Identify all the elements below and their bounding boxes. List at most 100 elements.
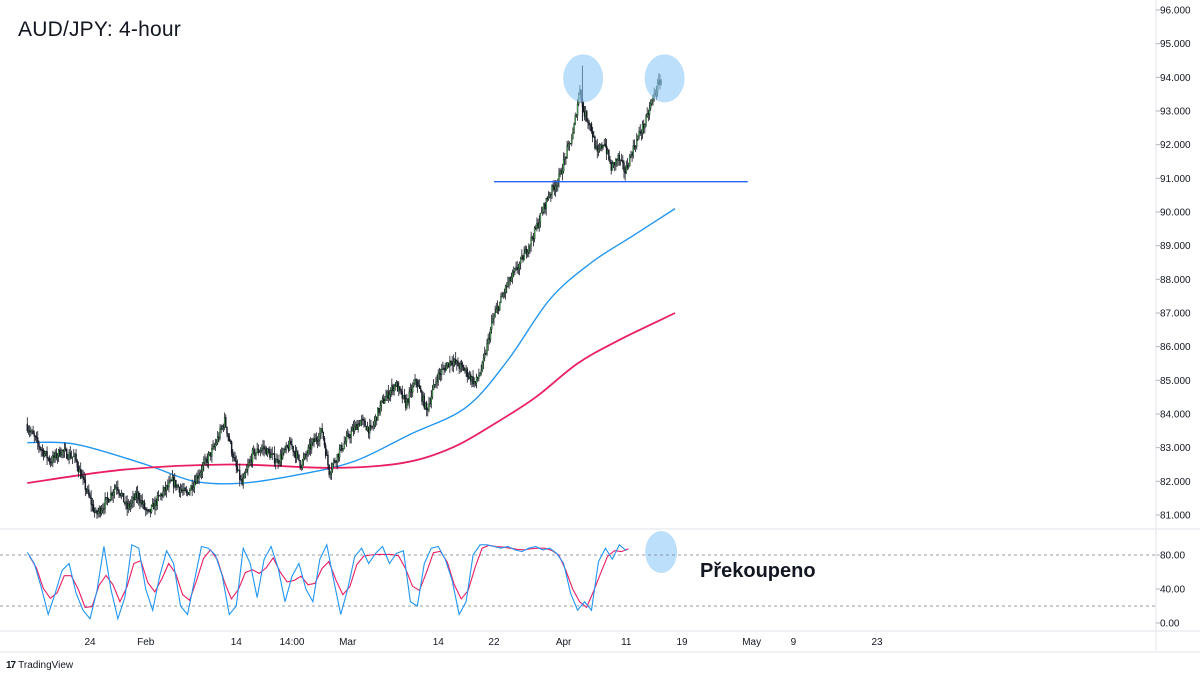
candle-body — [437, 372, 439, 382]
candle-body — [186, 492, 189, 494]
candle-body — [421, 391, 423, 402]
candle-body — [247, 465, 249, 470]
candle-body — [431, 389, 434, 398]
candle-body — [475, 376, 478, 384]
candle-body — [96, 510, 98, 515]
candle-body — [287, 446, 290, 451]
candle-body — [443, 367, 445, 370]
time-tick-label: Mar — [339, 637, 357, 648]
tradingview-brand[interactable]: 17 TradingView — [6, 660, 73, 671]
candle-body — [198, 475, 200, 479]
candle-body — [485, 353, 487, 355]
candle-body — [558, 173, 560, 182]
candle-body — [480, 370, 482, 374]
candle-body — [27, 430, 30, 432]
price-tick-label: 87.000 — [1160, 309, 1191, 320]
candle-body — [128, 503, 131, 507]
candle-body — [532, 238, 535, 240]
candle-body — [559, 170, 561, 175]
candle-body — [232, 453, 234, 458]
candle-body — [38, 442, 40, 448]
candle-body — [286, 445, 289, 448]
price-tick-label: 82.000 — [1160, 477, 1191, 488]
candle-body — [481, 362, 484, 371]
candle-body — [371, 426, 373, 428]
candle-body — [259, 450, 262, 452]
candle-body — [589, 123, 592, 126]
candle-body — [494, 312, 496, 317]
candle-body — [69, 452, 71, 459]
candle-body — [639, 131, 641, 134]
candle-body — [84, 479, 87, 490]
candle-body — [273, 453, 276, 464]
candle-body — [225, 417, 227, 428]
candle-body — [172, 476, 175, 487]
candle-body — [175, 479, 177, 488]
candle-body — [227, 433, 229, 437]
candle-body — [47, 457, 49, 459]
candle-body — [281, 452, 284, 459]
candle-body — [625, 164, 628, 174]
candle-body — [251, 449, 254, 463]
candle-body — [530, 236, 532, 245]
candle-body — [611, 163, 614, 171]
time-tick-label: 11 — [621, 637, 632, 648]
candle-body — [336, 453, 338, 463]
candle-body — [536, 223, 538, 229]
candle-body — [542, 211, 544, 214]
candle-body — [214, 444, 217, 448]
time-tick-label: 22 — [488, 637, 500, 648]
candle-body — [77, 466, 80, 473]
candle-body — [313, 438, 315, 443]
candle-body — [136, 492, 139, 498]
candle-body — [374, 416, 377, 422]
candle-body — [37, 437, 39, 444]
candle-body — [457, 360, 459, 367]
candle-body — [586, 111, 588, 122]
candle-body — [490, 321, 493, 330]
candle-body — [184, 488, 186, 491]
candle-body — [322, 431, 325, 439]
candle-body — [278, 462, 280, 464]
candle-body — [386, 391, 388, 397]
candle-body — [329, 473, 331, 475]
candle-body — [460, 363, 463, 366]
candle-body — [119, 493, 121, 496]
candle-body — [365, 426, 367, 431]
candle-body — [105, 497, 107, 500]
candle-body — [511, 272, 514, 279]
candle-body — [493, 315, 495, 320]
candle-body — [479, 373, 481, 376]
candle-body — [205, 458, 207, 460]
candle-body — [539, 213, 542, 223]
candle-body — [111, 492, 113, 496]
candle-body — [407, 398, 409, 403]
candle-body — [444, 368, 446, 371]
candle-body — [244, 472, 247, 474]
candle-body — [155, 500, 157, 506]
candle-body — [450, 360, 452, 364]
candle-body — [256, 448, 258, 453]
candle-body — [537, 223, 539, 228]
candle-body — [104, 498, 106, 509]
candle-body — [651, 99, 653, 105]
candle-body — [170, 480, 172, 482]
candle-body — [66, 449, 68, 459]
candle-body — [385, 396, 387, 401]
time-tick-label: 14:00 — [279, 637, 304, 648]
candle-body — [438, 372, 441, 374]
candle-body — [398, 386, 400, 392]
candle-body — [308, 444, 311, 448]
candle-body — [264, 448, 266, 450]
highlight-circle — [563, 54, 604, 103]
candle-body — [458, 365, 460, 369]
candle-body — [147, 509, 149, 512]
price-tick-label: 90.000 — [1160, 208, 1191, 219]
candle-body — [63, 448, 66, 452]
candle-body — [432, 384, 435, 391]
candle-body — [509, 277, 511, 282]
candle-body — [120, 493, 123, 496]
candle-body — [538, 222, 540, 228]
candle-body — [349, 436, 351, 439]
candle-body — [257, 448, 260, 453]
